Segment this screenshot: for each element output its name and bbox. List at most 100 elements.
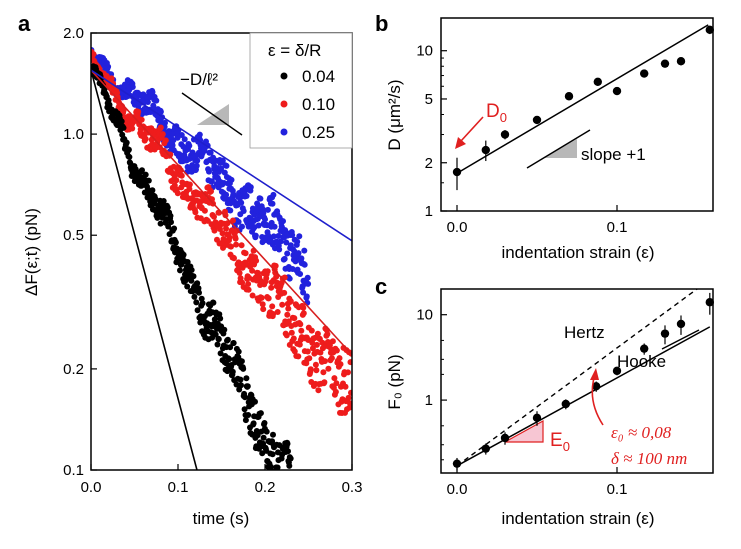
data-point-b (481, 145, 490, 155)
data-point-a-004 (105, 97, 112, 104)
data-point-a-025 (162, 119, 168, 126)
data-point-a-004 (235, 348, 242, 355)
data-point-a-010 (321, 358, 328, 365)
data-point-a-004 (145, 177, 152, 184)
data-point-b (660, 59, 670, 68)
data-point-a-025 (207, 149, 214, 156)
data-point-a-025 (208, 178, 215, 185)
data-point-a-004 (195, 285, 202, 292)
data-point-a-025 (149, 89, 156, 96)
data-point-a-010 (313, 367, 320, 374)
data-point-a-010 (285, 318, 292, 325)
data-point-a-010 (291, 348, 298, 355)
data-point-a-010 (300, 310, 307, 317)
data-point-a-010 (178, 172, 185, 179)
data-point-a-025 (219, 157, 226, 164)
data-point-a-004 (270, 431, 276, 438)
data-point-a-025 (194, 157, 201, 164)
data-point-a-010 (157, 124, 164, 131)
data-point-a-004 (277, 472, 283, 478)
d0-label: D0 (486, 101, 507, 125)
data-point-a-010 (259, 301, 266, 308)
x-tick-label-a: 0.2 (255, 479, 276, 496)
data-point-a-025 (242, 187, 249, 194)
data-point-a-025 (277, 238, 284, 245)
data-point-a-010 (211, 227, 218, 234)
data-point-a-010 (324, 331, 331, 338)
data-point-a-004 (226, 356, 233, 363)
data-point-a-004 (287, 455, 294, 462)
data-point-a-025 (301, 247, 308, 254)
data-point-a-010 (284, 311, 291, 318)
y-tick-label-b: 10 (416, 43, 433, 60)
hooke-label: Hooke (617, 352, 666, 371)
e0-triangle: E0 (504, 419, 570, 454)
data-point-a-025 (247, 184, 254, 191)
data-point-a-025 (296, 233, 303, 240)
data-point-a-004 (257, 410, 264, 417)
y-tick-label-b: 5 (425, 91, 433, 108)
data-point-a-010 (238, 242, 245, 249)
data-point-a-010 (306, 355, 313, 362)
x-axis-label-b: indentation strain (ε) (501, 243, 654, 262)
data-point-c (592, 382, 601, 391)
data-point-a-010 (201, 207, 208, 214)
data-point-a-004 (285, 448, 291, 455)
data-point-a-004 (125, 146, 132, 153)
y-tick-label-a: 1.0 (63, 126, 84, 143)
data-point-a-010 (291, 315, 298, 322)
data-point-a-010 (298, 327, 305, 334)
data-point-a-010 (312, 361, 319, 368)
data-point-a-004 (168, 219, 174, 226)
data-point-a-010 (333, 380, 340, 387)
data-point-a-010 (208, 188, 214, 195)
data-point-a-004 (123, 139, 130, 146)
data-point-a-004 (184, 283, 191, 290)
eps0-arrowhead (590, 368, 599, 380)
data-point-a-010 (211, 213, 217, 220)
data-point-c (481, 444, 490, 453)
data-point-a-004 (227, 344, 234, 351)
data-point-a-004 (106, 101, 113, 108)
data-point-a-010 (314, 330, 321, 337)
data-point-a-004 (233, 381, 240, 388)
hooke-legend-line (661, 329, 700, 350)
data-point-a-010 (295, 353, 302, 360)
data-point-a-004 (214, 341, 221, 348)
y-tick-label-a: 0.5 (63, 227, 84, 244)
legend-label-010: 0.10 (302, 95, 335, 114)
data-point-c (660, 329, 670, 338)
data-point-a-004 (261, 420, 268, 426)
data-point-a-025 (235, 218, 242, 225)
data-point-a-010 (313, 341, 320, 348)
data-point-a-025 (178, 132, 185, 138)
d0-annotation: D0 (455, 101, 507, 149)
data-point-a-010 (321, 379, 328, 386)
hertz-fit-line (456, 288, 698, 467)
data-point-b (500, 130, 510, 139)
e0-sub: 0 (563, 439, 570, 454)
data-point-a-010 (336, 355, 343, 362)
data-point-a-010 (345, 394, 352, 401)
x-tick-label-c: 0.1 (607, 481, 628, 498)
data-point-b (676, 57, 686, 66)
data-point-a-004 (250, 420, 257, 427)
data-point-a-025 (283, 239, 290, 246)
data-point-a-004 (242, 394, 248, 401)
data-point-a-025 (280, 218, 286, 225)
data-point-a-025 (223, 191, 230, 198)
d0-sub: 0 (500, 110, 507, 125)
data-point-a-025 (186, 142, 193, 149)
fit-line-a-1 (91, 69, 352, 356)
data-point-a-004 (142, 171, 149, 178)
x-tick-label-a: 0.3 (342, 479, 363, 496)
data-point-b (705, 25, 714, 35)
data-point-a-004 (237, 376, 244, 383)
panel-label-b: b (375, 11, 388, 36)
data-point-a-010 (129, 125, 136, 132)
data-point-a-025 (271, 223, 278, 230)
panel-label-c: c (375, 274, 387, 299)
x-axis-label-c: indentation strain (ε) (501, 509, 654, 528)
data-point-a-004 (212, 331, 219, 338)
data-point-a-010 (308, 327, 315, 334)
